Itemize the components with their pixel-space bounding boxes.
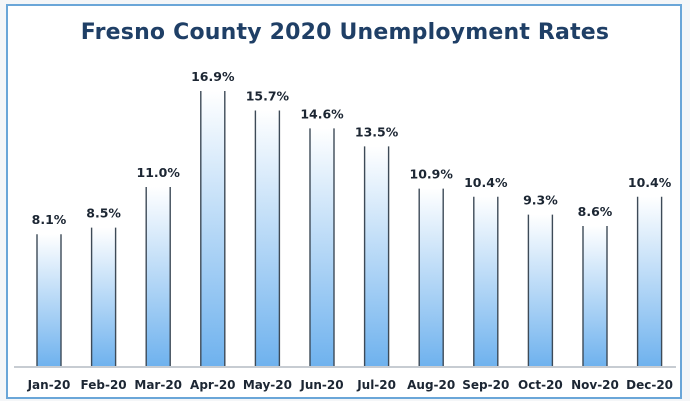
x-tick-label: Aug-20 — [407, 378, 455, 392]
x-tick-label: Jun-20 — [299, 378, 343, 392]
data-label: 11.0% — [137, 165, 181, 180]
x-tick-label: Mar-20 — [134, 378, 182, 392]
data-label: 14.6% — [300, 106, 344, 121]
bar-dec-20 — [637, 196, 662, 366]
bar-jan-20 — [37, 234, 61, 366]
chart-title: Fresno County 2020 Unemployment Rates — [80, 20, 610, 45]
x-tick-label: Jul-20 — [356, 378, 396, 392]
data-label: 8.6% — [578, 204, 613, 219]
data-label: 16.9% — [191, 69, 235, 84]
x-tick-label: Sep-20 — [462, 378, 509, 392]
bar-nov-20 — [583, 226, 607, 366]
x-tick-label: May-20 — [243, 378, 292, 392]
bar-mar-20 — [146, 187, 171, 366]
data-label: 10.9% — [410, 167, 454, 182]
x-tick-label: Dec-20 — [626, 378, 673, 392]
data-label: 8.1% — [32, 212, 67, 227]
bar-aug-20 — [419, 188, 444, 366]
bar-oct-20 — [528, 214, 553, 366]
x-tick-label: Nov-20 — [571, 378, 619, 392]
bar-jul-20 — [364, 146, 389, 366]
data-label: 13.5% — [355, 124, 399, 139]
bar-jun-20 — [310, 128, 334, 366]
bar-sep-20 — [473, 196, 498, 366]
data-label: 10.4% — [464, 175, 508, 190]
chart-frame — [6, 4, 682, 399]
x-tick-label: Jan-20 — [27, 378, 71, 392]
data-label: 15.7% — [246, 89, 290, 104]
data-label: 10.4% — [628, 175, 672, 190]
data-label: 9.3% — [523, 193, 558, 208]
x-tick-label: Feb-20 — [81, 378, 127, 392]
bar-feb-20 — [91, 227, 116, 366]
data-label: 8.5% — [86, 206, 121, 221]
x-tick-label: Oct-20 — [518, 378, 563, 392]
x-tick-label: Apr-20 — [190, 378, 235, 392]
bar-may-20 — [255, 110, 280, 366]
bar-apr-20 — [200, 91, 225, 366]
